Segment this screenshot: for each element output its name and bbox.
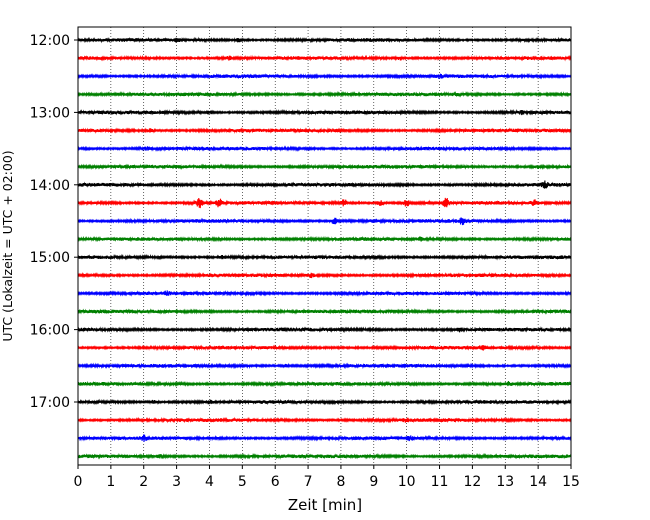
y-tick-label: 12:00 [30,33,70,49]
y-tick-label: 15:00 [30,250,70,266]
seismogram-traces [77,36,572,460]
trace-1600 [77,326,572,334]
trace-1330 [77,145,572,152]
trace-1230 [77,72,572,80]
trace-1245 [77,90,572,98]
trace-1730 [77,434,572,442]
x-tick-label: 7 [304,474,313,490]
trace-1745 [77,452,572,460]
x-tick-label: 1 [106,474,115,490]
x-tick-label: 12 [463,474,481,490]
y-axis-label: UTC (Lokalzeit = UTC + 02:00) [0,150,15,341]
vertical-grid-lines [110,27,539,465]
plot-frame [77,26,572,466]
x-tick-label: 11 [431,474,449,490]
x-tick-label: 13 [496,474,514,490]
trace-1545 [77,308,572,315]
trace-1300 [77,108,572,116]
trace-1200 [77,36,572,44]
trace-1430 [77,217,572,226]
y-tick-label: 17:00 [30,395,70,411]
y-tick-label: 13:00 [30,105,70,121]
y-axis-ticks: 12:00 13:00 14:00 15:00 16:00 17:00 [30,33,78,411]
trace-1500 [77,253,572,261]
trace-1315 [77,127,572,134]
trace-1345 [77,163,572,171]
x-axis-ticks: 0 1 2 3 4 5 6 7 8 9 10 11 12 13 14 15 [74,465,580,490]
x-tick-label: 15 [562,474,580,490]
x-tick-label: 10 [398,474,416,490]
x-tick-label: 4 [205,474,214,490]
x-tick-label: 0 [74,474,83,490]
y-tick-label: 14:00 [30,178,70,194]
x-tick-label: 2 [139,474,148,490]
trace-1400 [77,180,572,189]
x-tick-label: 6 [271,474,280,490]
x-tick-label: 9 [369,474,378,490]
trace-1415 [77,197,572,209]
trace-1715 [77,416,572,424]
x-tick-label: 8 [336,474,345,490]
x-tick-label: 5 [238,474,247,490]
trace-1645 [77,380,572,388]
x-tick-label: 14 [529,474,547,490]
trace-1445 [77,235,572,243]
trace-1215 [77,54,572,62]
x-tick-label: 3 [172,474,181,490]
y-tick-label: 16:00 [30,323,70,339]
trace-1530 [77,289,572,297]
x-axis-label: Zeit [min] [288,496,362,514]
trace-1630 [77,362,572,370]
trace-1515 [77,271,572,279]
trace-1615 [77,344,572,352]
trace-1700 [77,398,572,406]
